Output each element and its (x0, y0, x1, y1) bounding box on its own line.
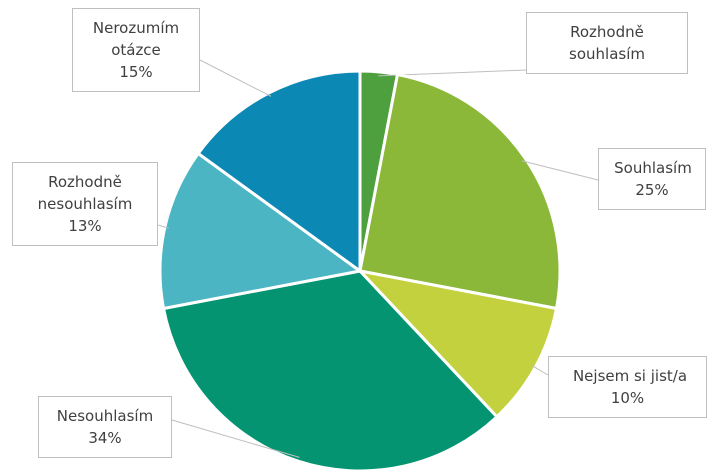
category-name: Nerozumím otázce (92, 19, 180, 59)
category-name: Rozhodně souhlasím (569, 23, 645, 63)
data-label: Rozhodně nesouhlasím 13% (12, 162, 158, 246)
value-label: 10% (610, 389, 645, 407)
data-label: Souhlasím 25% (598, 148, 706, 210)
pie-slice (196, 69, 362, 274)
data-label: Nejsem si jist/a 10% (548, 356, 707, 418)
leader-line (157, 224, 169, 229)
value-label: 25% (635, 181, 669, 199)
pie-slice (161, 269, 500, 471)
category-name: Nesouhlasím (56, 407, 154, 425)
value-label: 13% (68, 217, 102, 235)
category-name: Souhlasím (614, 159, 692, 177)
data-label: Nerozumím otázce 15% (72, 8, 200, 92)
data-label: Nesouhlasím 34% (38, 396, 172, 458)
category-name: Rozhodně nesouhlasím (37, 173, 133, 213)
value-label: 34% (88, 429, 122, 447)
leader-line (531, 364, 549, 376)
leader-line (171, 419, 300, 458)
category-name: Nejsem si jist/a (572, 367, 688, 385)
leader-line (521, 160, 599, 181)
pie-slice (358, 72, 562, 311)
data-label: Rozhodně souhlasím (526, 12, 688, 74)
leader-line (199, 59, 272, 97)
value-label: 15% (119, 63, 153, 81)
